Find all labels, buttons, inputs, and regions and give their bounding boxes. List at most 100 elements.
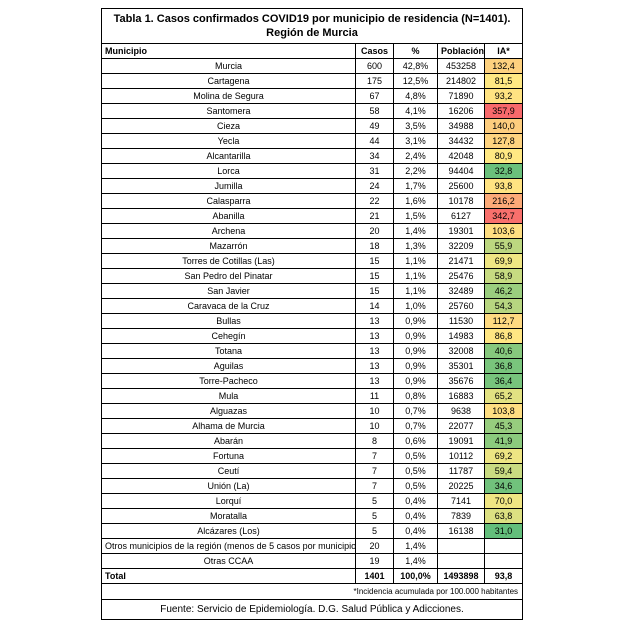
cell-ia: 36,4 (483, 373, 524, 389)
total-ia: 93,8 (483, 568, 524, 584)
cell-pct: 1,5% (393, 208, 438, 224)
cell-pct: 0,9% (393, 313, 438, 329)
table-row: Unión (La) 7 0,5% 20225 34,6 (101, 478, 524, 494)
table-row: Torre-Pacheco 13 0,9% 35676 36,4 (101, 373, 524, 389)
cell-municipio: Mula (101, 388, 356, 404)
cell-casos: 5 (355, 493, 394, 509)
cell-pct: 1,1% (393, 253, 438, 269)
cell-municipio: Cieza (101, 118, 356, 134)
cell-pct: 1,7% (393, 178, 438, 194)
cell-casos: 7 (355, 478, 394, 494)
cell-casos: 8 (355, 433, 394, 449)
cell-poblacion: 25476 (437, 268, 485, 284)
cell-ia: 86,8 (483, 328, 524, 344)
cell-casos: 13 (355, 373, 394, 389)
table-row: Otros municipios de la región (menos de … (101, 538, 524, 554)
source-text: Fuente: Servicio de Epidemiología. D.G. … (100, 599, 524, 620)
cell-poblacion: 453258 (437, 58, 485, 74)
cell-poblacion: 6127 (437, 208, 485, 224)
total-casos: 1401 (355, 568, 394, 584)
cell-casos: 21 (355, 208, 394, 224)
cell-ia: 46,2 (483, 283, 524, 299)
cell-ia: 69,9 (483, 253, 524, 269)
cell-casos: 10 (355, 418, 394, 434)
cell-poblacion: 32008 (437, 343, 485, 359)
cell-poblacion: 22077 (437, 418, 485, 434)
cell-ia: 93,8 (483, 178, 524, 194)
table-row: Lorquí 5 0,4% 7141 70,0 (101, 493, 524, 509)
table-row: Abarán 8 0,6% 19091 41,9 (101, 433, 524, 449)
cell-casos: 44 (355, 133, 394, 149)
cell-municipio: San Javier (101, 283, 356, 299)
cell-ia: 216,2 (483, 193, 524, 209)
cell-municipio: Murcia (101, 58, 356, 74)
footnote-text: *Incidencia acumulada por 100.000 habita… (100, 583, 524, 600)
cell-pct: 0,8% (393, 388, 438, 404)
cell-pct: 2,4% (393, 148, 438, 164)
table-row: Caravaca de la Cruz 14 1,0% 25760 54,3 (101, 298, 524, 314)
cell-municipio: Ceutí (101, 463, 356, 479)
cell-poblacion (437, 538, 485, 554)
cell-ia: 127,8 (483, 133, 524, 149)
cell-municipio: Totana (101, 343, 356, 359)
cell-municipio: Bullas (101, 313, 356, 329)
total-label: Total (101, 568, 356, 584)
cell-pct: 0,5% (393, 478, 438, 494)
cell-ia: 132,4 (483, 58, 524, 74)
cell-municipio: Cartagena (101, 73, 356, 89)
cell-pct: 1,4% (393, 538, 438, 554)
cell-casos: 19 (355, 553, 394, 569)
cell-pct: 1,4% (393, 223, 438, 239)
cell-casos: 22 (355, 193, 394, 209)
source-row: Fuente: Servicio de Epidemiología. D.G. … (100, 599, 524, 620)
cell-casos: 5 (355, 508, 394, 524)
cell-poblacion: 35301 (437, 358, 485, 374)
cell-municipio: Lorquí (101, 493, 356, 509)
cell-ia: 54,3 (483, 298, 524, 314)
cell-poblacion: 25600 (437, 178, 485, 194)
cell-ia: 357,9 (483, 103, 524, 119)
table-row: Alguazas 10 0,7% 9638 103,8 (101, 403, 524, 419)
cell-casos: 13 (355, 343, 394, 359)
table-row: Ceutí 7 0,5% 11787 59,4 (101, 463, 524, 479)
cell-poblacion: 7839 (437, 508, 485, 524)
cell-pct: 1,1% (393, 268, 438, 284)
total-pct: 100,0% (393, 568, 438, 584)
cell-poblacion: 42048 (437, 148, 485, 164)
cell-casos: 49 (355, 118, 394, 134)
cell-municipio: Calasparra (101, 193, 356, 209)
cell-municipio: Jumilla (101, 178, 356, 194)
cell-casos: 14 (355, 298, 394, 314)
cell-pct: 1,0% (393, 298, 438, 314)
table-row: San Javier 15 1,1% 32489 46,2 (101, 283, 524, 299)
cell-ia: 36,8 (483, 358, 524, 374)
cell-pct: 0,4% (393, 508, 438, 524)
cell-poblacion: 32209 (437, 238, 485, 254)
cell-ia: 140,0 (483, 118, 524, 134)
cell-casos: 15 (355, 268, 394, 284)
cell-pct: 3,1% (393, 133, 438, 149)
cell-poblacion: 10112 (437, 448, 485, 464)
cell-casos: 5 (355, 523, 394, 539)
cell-casos: 13 (355, 358, 394, 374)
table-row: Aguilas 13 0,9% 35301 36,8 (101, 358, 524, 374)
cell-ia: 80,9 (483, 148, 524, 164)
cell-ia (483, 553, 524, 569)
cell-ia: 34,6 (483, 478, 524, 494)
cell-ia: 112,7 (483, 313, 524, 329)
cell-poblacion: 14983 (437, 328, 485, 344)
footnote-row: *Incidencia acumulada por 100.000 habita… (100, 583, 524, 600)
cell-ia: 342,7 (483, 208, 524, 224)
cell-casos: 11 (355, 388, 394, 404)
cell-municipio: Mazarrón (101, 238, 356, 254)
total-poblacion: 1493898 (437, 568, 485, 584)
table-row: Calasparra 22 1,6% 10178 216,2 (101, 193, 524, 209)
cell-municipio: Otros municipios de la región (menos de … (101, 538, 356, 554)
cell-poblacion: 11530 (437, 313, 485, 329)
table-body: Murcia 600 42,8% 453258 132,4 Cartagena 175 12,… (101, 58, 524, 569)
total-row: Total 1401 100,0% 1493898 93,8 (101, 568, 524, 584)
cell-municipio: Unión (La) (101, 478, 356, 494)
table-row: Molina de Segura 67 4,8% 71890 93,2 (101, 88, 524, 104)
cell-ia: 31,0 (483, 523, 524, 539)
